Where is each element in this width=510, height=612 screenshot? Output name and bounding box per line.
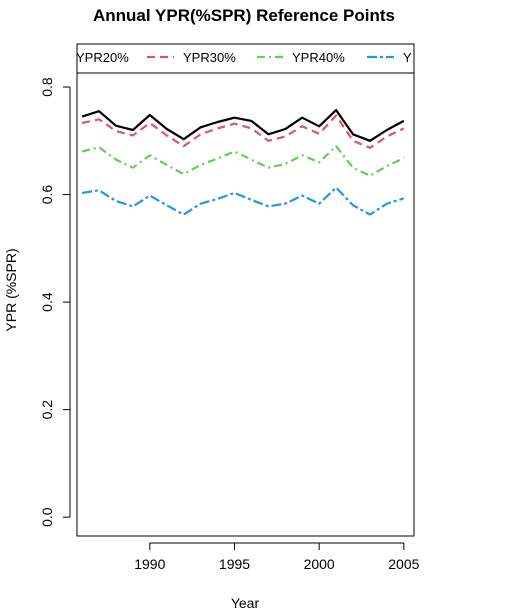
chart-title: Annual YPR(%SPR) Reference Points (93, 6, 395, 25)
x-tick-label: 2005 (388, 556, 419, 572)
y-tick-label: 0.6 (39, 185, 55, 205)
y-tick-label: 0.8 (39, 77, 55, 97)
x-tick-label: 1995 (219, 556, 250, 572)
legend-label: Y (403, 50, 412, 65)
x-axis-label: Year (231, 595, 260, 611)
series-layer (81, 109, 405, 216)
y-tick-label: 0.4 (39, 292, 55, 312)
y-axis: 0.0 0.2 0.4 0.6 0.8 (39, 77, 71, 527)
x-axis: 1990 1995 2000 2005 (134, 542, 420, 572)
series-line-ypr20 (81, 109, 405, 142)
plot-frame (76, 43, 415, 537)
y-axis-label: YPR (%SPR) (3, 248, 19, 331)
legend-label: YPR30% (183, 50, 236, 65)
x-tick-label: 2000 (304, 556, 335, 572)
y-tick-label: 0.0 (39, 507, 55, 527)
legend: YPR20% YPR30% YPR40% Y (76, 50, 414, 74)
series-line-ypr40 (81, 145, 405, 177)
series-line-ypr30 (81, 114, 405, 149)
y-tick-label: 0.2 (39, 400, 55, 420)
series-line-ypr50 (81, 186, 405, 216)
x-tick-label: 1990 (134, 556, 165, 572)
legend-label: YPR20% (76, 50, 129, 65)
legend-label: YPR40% (292, 50, 345, 65)
